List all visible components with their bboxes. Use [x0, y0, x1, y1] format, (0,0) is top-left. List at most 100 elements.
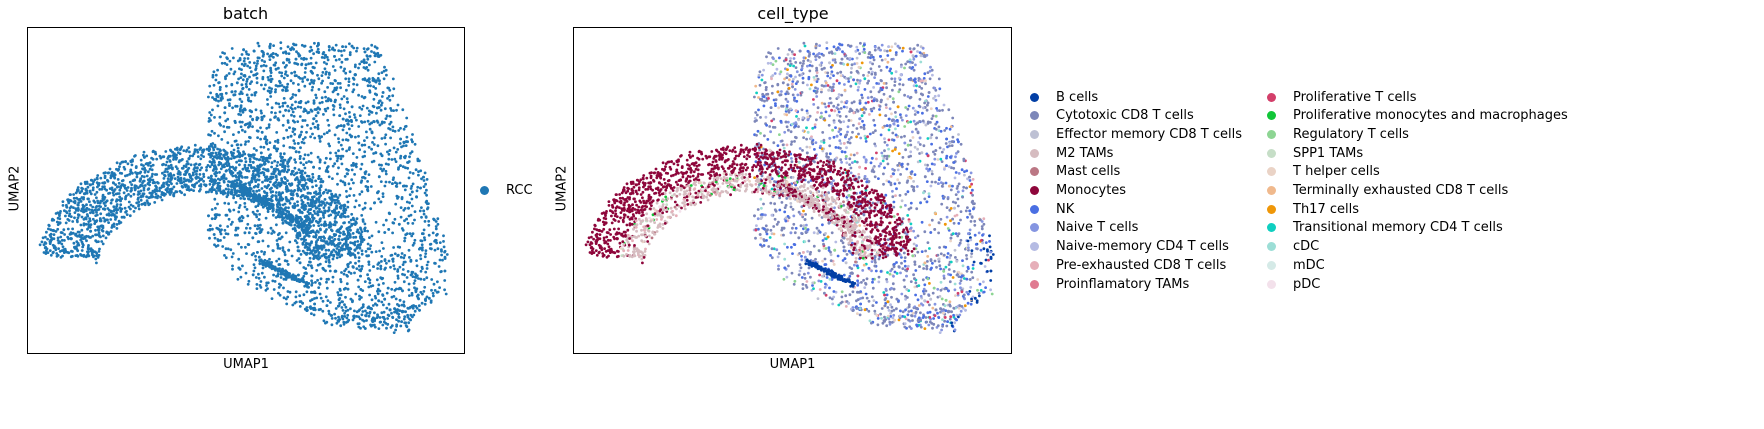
batch-point	[233, 190, 237, 194]
batch-point	[62, 228, 66, 232]
batch-point	[253, 175, 257, 179]
batch-point	[239, 171, 243, 175]
batch-point	[130, 186, 133, 190]
batch-point	[109, 201, 113, 205]
batch-point	[332, 253, 336, 257]
batch-point	[247, 140, 250, 143]
batch-point	[340, 306, 344, 309]
batch-point	[396, 103, 400, 107]
batch-point	[312, 81, 315, 85]
batch-point	[296, 184, 300, 188]
batch-point	[403, 315, 407, 319]
batch-point	[339, 280, 343, 284]
batch-point	[386, 286, 390, 290]
batch-point	[276, 214, 280, 218]
batch-point	[270, 77, 274, 81]
batch-point	[187, 157, 191, 161]
batch-point	[334, 307, 338, 310]
batch-point	[251, 172, 255, 176]
batch-point	[327, 48, 331, 52]
batch-point	[380, 311, 384, 315]
batch-point	[143, 203, 147, 207]
batch-point	[320, 135, 323, 139]
batch-point	[80, 189, 84, 193]
batch-point	[264, 194, 268, 198]
cell-type-point	[868, 206, 872, 210]
batch-point	[354, 135, 357, 139]
batch-point	[235, 181, 239, 185]
batch-point	[425, 267, 429, 270]
batch-point	[355, 267, 359, 270]
batch-point	[80, 209, 83, 213]
batch-point	[291, 110, 295, 114]
batch-point	[411, 270, 415, 274]
batch-point	[290, 254, 294, 258]
batch-point	[345, 282, 349, 286]
batch-point	[142, 164, 145, 168]
batch-point	[380, 255, 384, 258]
batch-point	[134, 165, 138, 168]
batch-point	[344, 239, 348, 243]
batch-point	[100, 240, 104, 243]
batch-point	[68, 209, 71, 213]
batch-point	[282, 152, 286, 156]
batch-point	[338, 193, 342, 197]
batch-point	[130, 183, 134, 187]
batch-point	[367, 263, 371, 266]
batch-point	[338, 114, 342, 117]
batch-point	[363, 150, 367, 154]
batch-point	[355, 217, 359, 221]
cell-type-point	[790, 50, 794, 54]
batch-point	[254, 64, 258, 68]
batch-point	[284, 89, 288, 93]
batch-point	[345, 189, 348, 193]
batch-point	[246, 57, 250, 60]
batch-point	[244, 185, 248, 189]
batch-point	[373, 54, 377, 58]
batch-point	[268, 58, 272, 61]
batch-point	[361, 305, 365, 309]
batch-point	[405, 232, 409, 236]
batch-point	[390, 287, 394, 291]
batch-point	[397, 319, 400, 323]
batch-point	[258, 158, 262, 162]
batch-point	[421, 232, 424, 236]
batch-point	[67, 237, 70, 241]
batch-point	[388, 180, 391, 184]
batch-point	[168, 187, 172, 191]
batch-point	[290, 113, 293, 117]
batch-point	[318, 160, 322, 164]
batch-point	[88, 183, 92, 187]
batch-point	[409, 273, 413, 277]
batch-point	[211, 146, 215, 150]
batch-point	[303, 271, 307, 275]
cell-type-point	[863, 77, 867, 81]
batch-point	[239, 76, 243, 79]
batch-point	[407, 321, 411, 325]
batch-point	[329, 99, 333, 103]
batch-point	[321, 79, 324, 83]
batch-point	[384, 133, 388, 137]
batch-point	[303, 178, 307, 182]
batch-point	[108, 167, 112, 171]
batch-point	[398, 245, 402, 249]
batch-point	[277, 102, 281, 106]
batch-point	[245, 93, 249, 97]
batch-point	[58, 240, 62, 244]
batch-point	[312, 224, 316, 227]
batch-point	[136, 186, 140, 190]
batch-point	[284, 70, 288, 74]
batch-point	[407, 288, 411, 292]
batch-point	[407, 248, 411, 252]
batch-point	[132, 210, 136, 213]
batch-point	[266, 287, 269, 290]
batch-point	[224, 119, 228, 123]
batch-point	[224, 213, 228, 217]
batch-point	[398, 265, 402, 269]
batch-point	[297, 168, 301, 172]
batch-point	[316, 244, 320, 248]
batch-point	[222, 173, 226, 177]
batch-point	[145, 154, 149, 158]
batch-point	[373, 318, 376, 322]
batch-point	[289, 192, 293, 196]
